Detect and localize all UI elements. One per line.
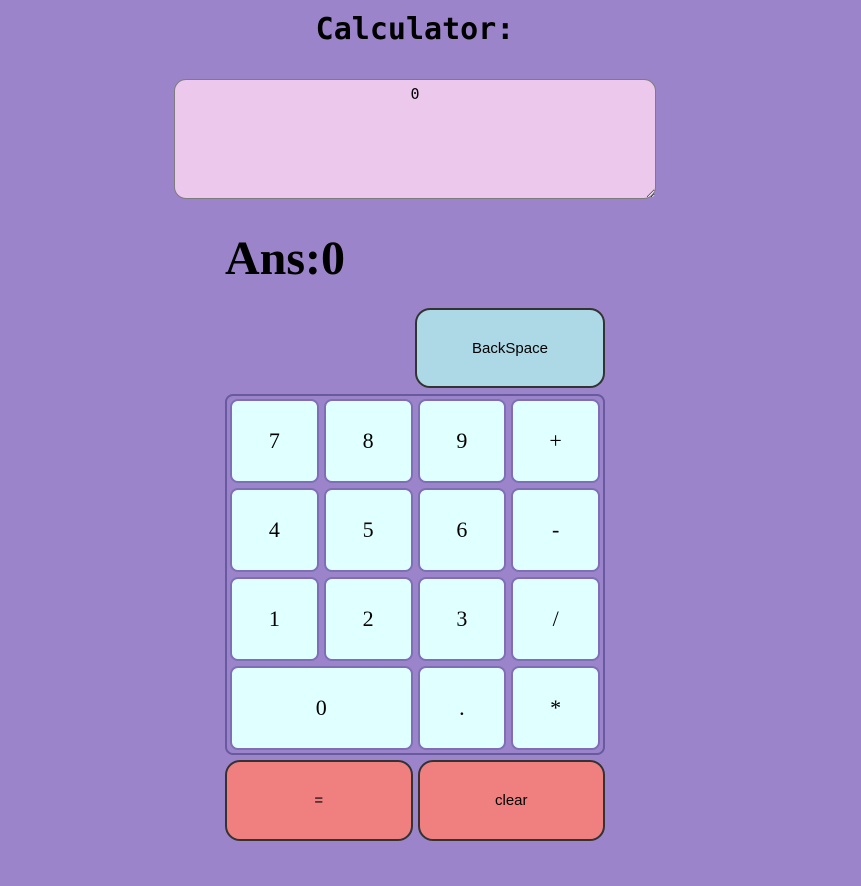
- key-3[interactable]: 3: [417, 577, 507, 662]
- key-plus[interactable]: +: [511, 399, 600, 484]
- key-2[interactable]: 2: [323, 577, 413, 662]
- key-decimal[interactable]: .: [417, 666, 507, 751]
- key-divide[interactable]: /: [511, 577, 600, 662]
- key-0[interactable]: 0: [230, 666, 413, 751]
- key-5[interactable]: 5: [323, 488, 413, 573]
- key-multiply[interactable]: *: [511, 666, 600, 751]
- key-9[interactable]: 9: [417, 399, 507, 484]
- page-title: Calculator:: [315, 12, 515, 47]
- key-7[interactable]: 7: [230, 399, 319, 484]
- key-minus[interactable]: -: [511, 488, 600, 573]
- key-1[interactable]: 1: [230, 577, 319, 662]
- answer-label: Ans:: [225, 232, 322, 285]
- key-4[interactable]: 4: [230, 488, 319, 573]
- keypad-area: BackSpace 7 8 9 + 4 5 6 - 1 2 3 / 0 . * …: [225, 308, 605, 842]
- key-6[interactable]: 6: [417, 488, 507, 573]
- clear-button[interactable]: clear: [417, 760, 605, 842]
- answer-line: Ans:0: [225, 231, 605, 286]
- action-row: = clear: [225, 760, 605, 842]
- key-8[interactable]: 8: [323, 399, 413, 484]
- calculator-display-input[interactable]: [174, 79, 656, 199]
- equals-button[interactable]: =: [225, 760, 413, 842]
- keypad-grid: 7 8 9 + 4 5 6 - 1 2 3 / 0 . *: [225, 394, 605, 756]
- answer-value: 0: [321, 232, 346, 285]
- backspace-button[interactable]: BackSpace: [415, 308, 605, 389]
- calculator-app: Calculator: Ans:0 BackSpace 7 8 9 + 4 5 …: [0, 12, 830, 842]
